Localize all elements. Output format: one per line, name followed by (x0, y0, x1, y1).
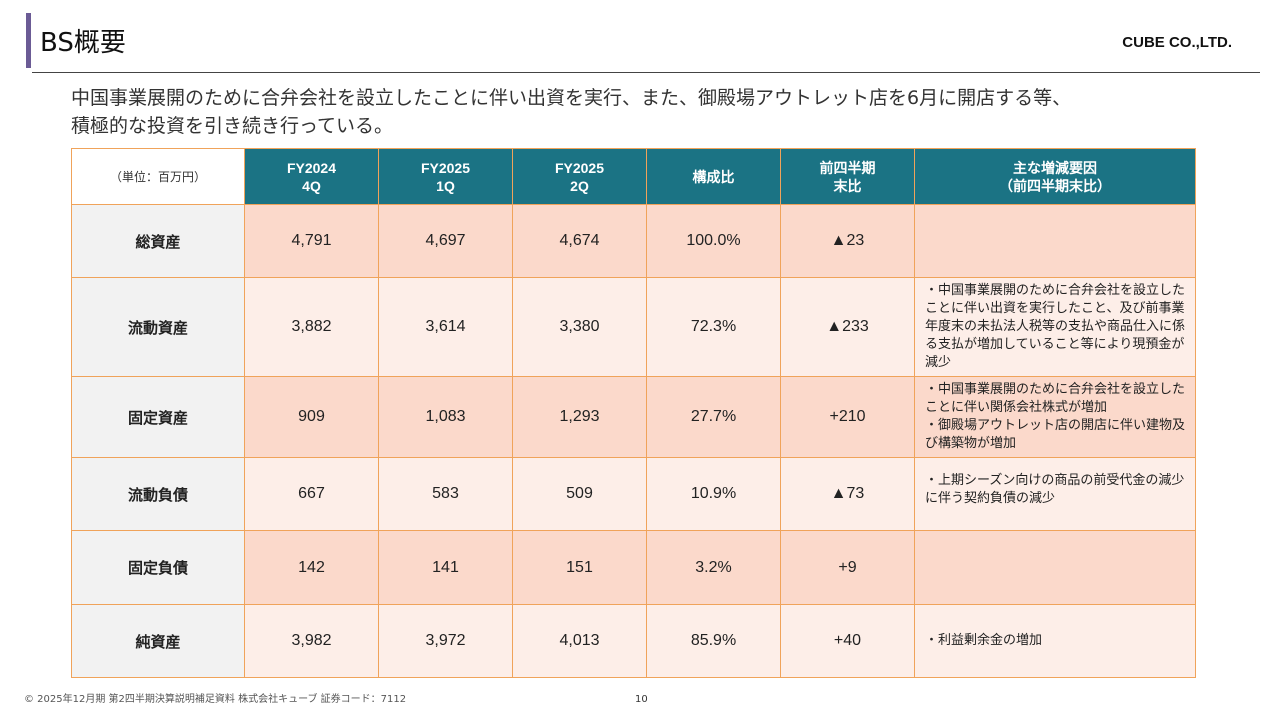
column-header: 主な増減要因 （前四半期末比） (914, 148, 1196, 205)
company-name: CUBE CO.,LTD. (1122, 34, 1232, 51)
row-label: 流動資産 (71, 277, 245, 377)
table-row: 流動資産 3,882 3,614 3,380 72.3% ▲233 ・中国事業展… (71, 277, 1196, 377)
cell-ratio: 85.9% (646, 604, 781, 678)
column-header: FY2025 2Q (512, 148, 647, 205)
cell-change: +40 (780, 604, 915, 678)
lead-line-1: 中国事業展開のために合弁会社を設立したことに伴い出資を実行、また、御殿場アウトレ… (71, 87, 1072, 109)
cell-fy2025-1q: 4,697 (378, 204, 513, 278)
column-header: 前四半期 末比 (780, 148, 915, 205)
cell-change: +210 (780, 376, 915, 458)
row-label: 総資産 (71, 204, 245, 278)
cell-fy2024-4q: 3,882 (244, 277, 379, 377)
cell-ratio: 27.7% (646, 376, 781, 458)
column-header: 構成比 (646, 148, 781, 205)
cell-change: ▲23 (780, 204, 915, 278)
cell-fy2025-2q: 4,674 (512, 204, 647, 278)
cell-fy2025-1q: 1,083 (378, 376, 513, 458)
cell-fy2025-2q: 151 (512, 530, 647, 605)
cell-note: ・中国事業展開のために合弁会社を設立したことに伴い出資を実行したこと、及び前事業… (914, 277, 1196, 377)
cell-fy2025-1q: 583 (378, 457, 513, 531)
cell-note: ・上期シーズン向けの商品の前受代金の減少に伴う契約負債の減少 (914, 457, 1196, 531)
row-label: 固定負債 (71, 530, 245, 605)
cell-fy2025-2q: 3,380 (512, 277, 647, 377)
cell-change: +9 (780, 530, 915, 605)
cell-ratio: 100.0% (646, 204, 781, 278)
cell-note (914, 204, 1196, 278)
column-header: FY2025 1Q (378, 148, 513, 205)
cell-fy2024-4q: 4,791 (244, 204, 379, 278)
cell-fy2025-2q: 509 (512, 457, 647, 531)
cell-fy2024-4q: 142 (244, 530, 379, 605)
cell-ratio: 72.3% (646, 277, 781, 377)
page-number: 10 (635, 694, 648, 705)
table-row: 純資産 3,982 3,972 4,013 85.9% +40 ・利益剰余金の増… (71, 604, 1196, 678)
cell-ratio: 3.2% (646, 530, 781, 605)
cell-fy2025-1q: 3,972 (378, 604, 513, 678)
table-row: 固定負債 142 141 151 3.2% +9 (71, 530, 1196, 605)
cell-note: ・利益剰余金の増加 (914, 604, 1196, 678)
footer-copyright: © 2025年12月期 第2四半期決算説明補足資料 株式会社キューブ 証券コード… (24, 694, 407, 705)
column-header: FY2024 4Q (244, 148, 379, 205)
cell-fy2025-2q: 1,293 (512, 376, 647, 458)
cell-note: ・中国事業展開のために合弁会社を設立したことに伴い関係会社株式が増加 ・御殿場ア… (914, 376, 1196, 458)
row-label: 純資産 (71, 604, 245, 678)
table-row: 流動負債 667 583 509 10.9% ▲73 ・上期シーズン向けの商品の… (71, 457, 1196, 531)
table-row: 総資産 4,791 4,697 4,674 100.0% ▲23 (71, 204, 1196, 278)
row-label: 流動負債 (71, 457, 245, 531)
table-header-row: （単位：百万円） FY2024 4Q FY2025 1Q FY2025 2Q 構成比 … (71, 148, 1196, 205)
cell-ratio: 10.9% (646, 457, 781, 531)
cell-note (914, 530, 1196, 605)
cell-fy2025-2q: 4,013 (512, 604, 647, 678)
cell-fy2024-4q: 3,982 (244, 604, 379, 678)
cell-change: ▲73 (780, 457, 915, 531)
balance-sheet-table: （単位：百万円） FY2024 4Q FY2025 1Q FY2025 2Q 構成比 … (71, 148, 1196, 678)
cell-fy2024-4q: 909 (244, 376, 379, 458)
table-row: 固定資産 909 1,083 1,293 27.7% +210 ・中国事業展開の… (71, 376, 1196, 458)
cell-fy2024-4q: 667 (244, 457, 379, 531)
lead-line-2: 積極的な投資を引き続き行っている。 (71, 115, 394, 137)
cell-fy2025-1q: 3,614 (378, 277, 513, 377)
header-divider (32, 72, 1260, 73)
unit-label: （単位：百万円） (71, 148, 245, 205)
row-label: 固定資産 (71, 376, 245, 458)
lead-text: 中国事業展開のために合弁会社を設立したことに伴い出資を実行、また、御殿場アウトレ… (71, 84, 1211, 140)
cell-fy2025-1q: 141 (378, 530, 513, 605)
page-title: BS概要 (40, 28, 126, 58)
title-accent-bar (26, 13, 31, 68)
cell-change: ▲233 (780, 277, 915, 377)
